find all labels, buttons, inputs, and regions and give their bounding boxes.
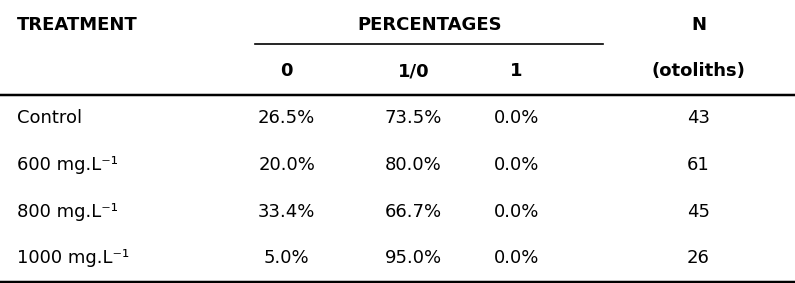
Text: 20.0%: 20.0% xyxy=(258,156,315,174)
Text: 33.4%: 33.4% xyxy=(258,203,316,220)
Text: 1/0: 1/0 xyxy=(398,63,429,80)
Text: 73.5%: 73.5% xyxy=(385,109,442,127)
Text: N: N xyxy=(691,16,706,34)
Text: 1: 1 xyxy=(510,63,522,80)
Text: 45: 45 xyxy=(687,203,710,220)
Text: 5.0%: 5.0% xyxy=(264,249,309,267)
Text: (otoliths): (otoliths) xyxy=(652,63,746,80)
Text: 80.0%: 80.0% xyxy=(385,156,442,174)
Text: 26: 26 xyxy=(687,249,710,267)
Text: 43: 43 xyxy=(687,109,710,127)
Text: 0.0%: 0.0% xyxy=(494,109,539,127)
Text: TREATMENT: TREATMENT xyxy=(17,16,138,34)
Text: 0: 0 xyxy=(281,63,293,80)
Text: 600 mg.L⁻¹: 600 mg.L⁻¹ xyxy=(17,156,118,174)
Text: Control: Control xyxy=(17,109,83,127)
Text: 95.0%: 95.0% xyxy=(385,249,442,267)
Text: 0.0%: 0.0% xyxy=(494,156,539,174)
Text: 1000 mg.L⁻¹: 1000 mg.L⁻¹ xyxy=(17,249,130,267)
Text: 800 mg.L⁻¹: 800 mg.L⁻¹ xyxy=(17,203,118,220)
Text: 0.0%: 0.0% xyxy=(494,203,539,220)
Text: 0.0%: 0.0% xyxy=(494,249,539,267)
Text: 61: 61 xyxy=(687,156,710,174)
Text: 66.7%: 66.7% xyxy=(385,203,442,220)
Text: 26.5%: 26.5% xyxy=(258,109,315,127)
Text: PERCENTAGES: PERCENTAGES xyxy=(357,16,502,34)
